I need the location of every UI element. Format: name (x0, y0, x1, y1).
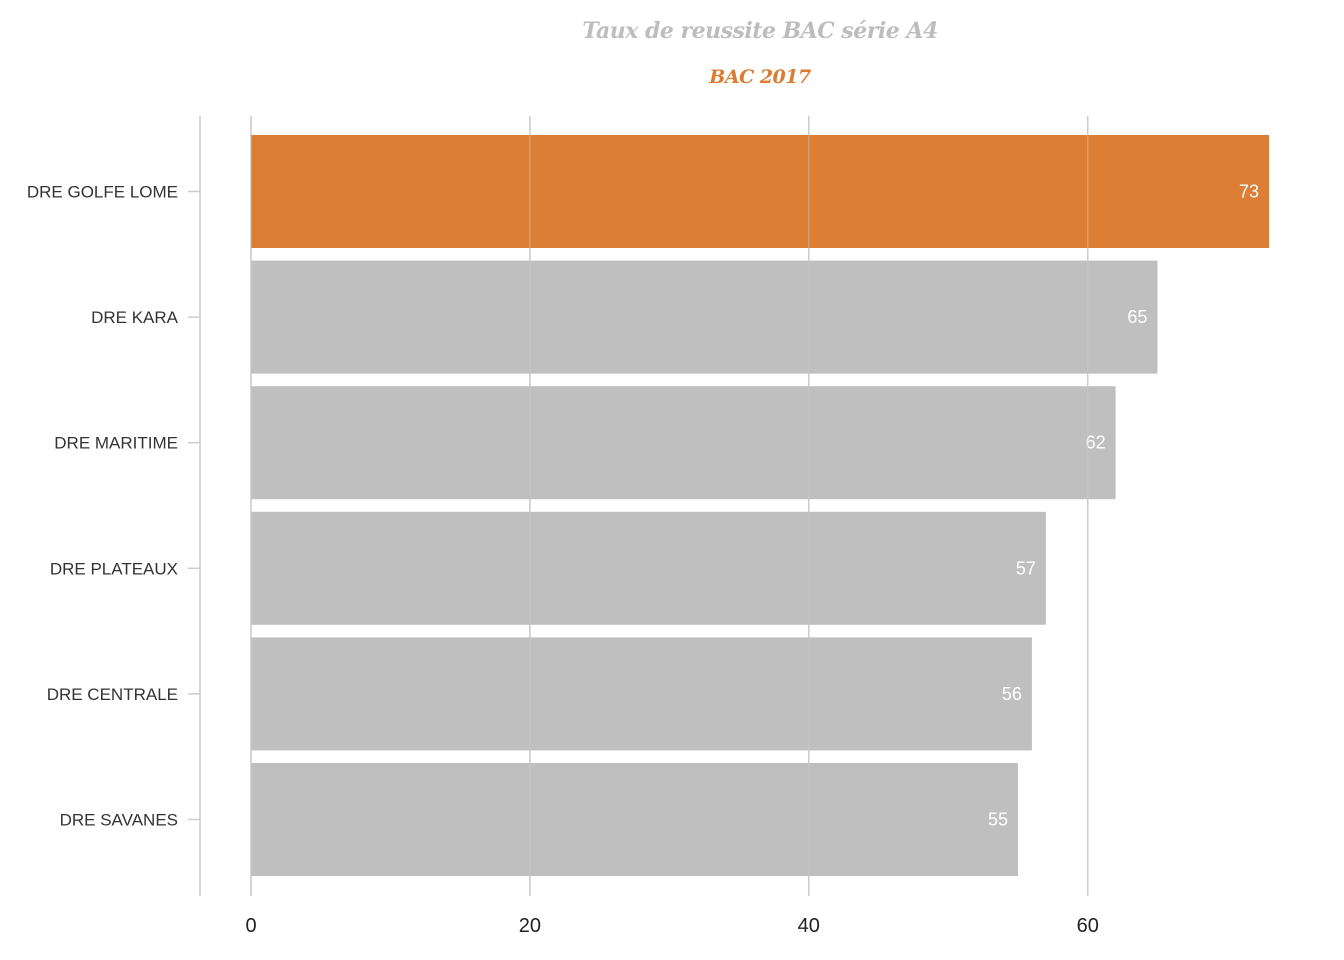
bar-value-label: 55 (988, 810, 1008, 830)
category-label: DRE CENTRALE (47, 685, 178, 704)
gridlines-overlay (250, 116, 1089, 896)
chart-title: Taux de reussite BAC série A4 (582, 18, 938, 44)
bar (251, 637, 1032, 751)
bar (251, 386, 1116, 500)
category-label: DRE MARITIME (54, 434, 178, 453)
bar (251, 135, 1269, 248)
x-tick-label: 60 (1077, 915, 1099, 937)
bar-value-label: 56 (1002, 684, 1022, 704)
category-label: DRE KARA (91, 308, 179, 327)
bar (251, 260, 1158, 374)
category-label: DRE SAVANES (60, 811, 178, 830)
bars: 73 65 62 57 56 55 (251, 135, 1269, 876)
bar (251, 763, 1018, 876)
chart-subtitle: BAC 2017 (709, 66, 811, 88)
category-label: DRE GOLFE LOME (27, 183, 178, 202)
category-label: DRE PLATEAUX (50, 559, 178, 578)
bar-value-label: 73 (1239, 182, 1259, 202)
x-tick-label: 0 (245, 915, 256, 937)
axes: 0 20 40 60 DRE GOLFE LOME DRE KARA DRE MARITIM… (27, 116, 1099, 937)
x-tick-label: 20 (519, 915, 541, 937)
bar-value-label: 65 (1127, 307, 1147, 327)
bar (251, 511, 1046, 625)
bar-value-label: 57 (1016, 558, 1036, 578)
bar-value-label: 62 (1086, 433, 1106, 453)
x-tick-label: 40 (798, 915, 820, 937)
